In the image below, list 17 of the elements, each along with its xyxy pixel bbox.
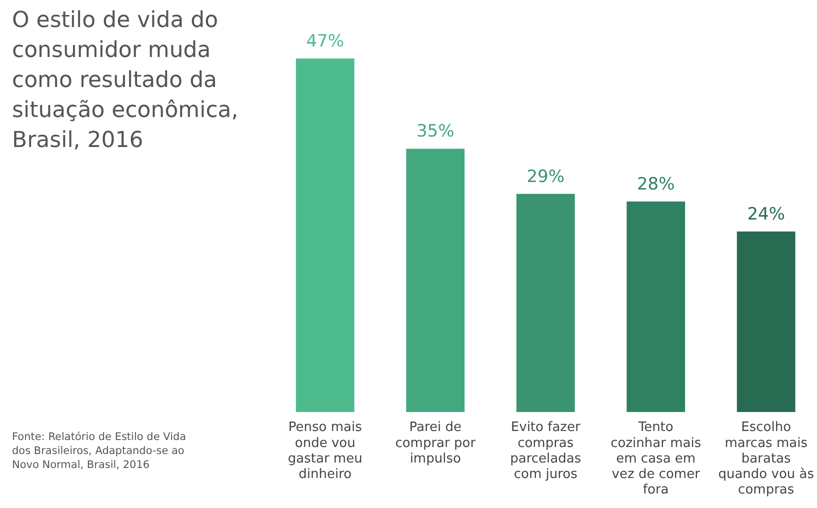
bar [626,201,686,412]
data-label: 35% [416,122,454,142]
x-tick-label: Tento cozinhar mais em casa em vez de comer fora [610,420,702,498]
data-label: 28% [636,174,675,194]
bar [516,194,575,412]
x-tick-label: Parei de comprar por impulso [395,420,476,466]
bar [406,148,465,412]
data-label: 29% [526,166,565,187]
data-label: 47% [306,31,344,52]
data-label: 24% [747,204,785,224]
x-tick-label: Escolho marcas mais baratas quando vou às compras [718,420,814,498]
x-tick-label: Evito fazer compras parceladas com juros [510,420,582,482]
bar [736,232,796,412]
bar [296,58,354,412]
x-tick-label: Penso mais onde vou gastar meu dinheiro [288,420,362,482]
source-note: Fonte: Relatório de Estilo de Vida dos Brasileiros, Adaptando-se ao Novo Normal, Brasil, 2016 [12,430,188,472]
chart-title: O estilo de vida do consumidor muda como resultado da situação econômica, Brasil, 2016 [12,7,240,155]
